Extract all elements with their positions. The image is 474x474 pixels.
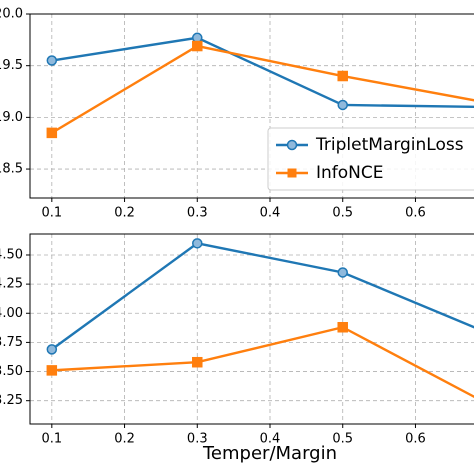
x-tick-label: 0.6 <box>405 206 426 221</box>
marker <box>192 238 203 249</box>
legend-label: TripletMarginLoss <box>315 135 464 155</box>
y-tick-label: 3.50 <box>0 364 23 379</box>
x-tick-label: 0.4 <box>260 206 281 221</box>
x-tick-label: 0.1 <box>41 432 62 447</box>
marker <box>192 40 203 52</box>
marker <box>337 267 348 278</box>
y-tick-label: 18.5 <box>0 162 23 177</box>
marker <box>46 55 58 66</box>
marker <box>46 344 58 355</box>
marker <box>337 99 348 111</box>
series-line <box>51 36 474 109</box>
series-line <box>51 325 474 399</box>
marker <box>337 70 348 82</box>
x-tick-label: 0.5 <box>332 206 353 221</box>
x-tick-label: 0.2 <box>114 206 135 221</box>
y-tick-label: 20.0 <box>0 7 23 22</box>
x-tick-label: 0.1 <box>41 206 62 221</box>
legend-label: InfoNCE <box>316 163 384 183</box>
x-tick-label: 0.4 <box>260 432 281 447</box>
legend-marker <box>287 168 297 178</box>
y-tick-label: 19.5 <box>0 58 23 73</box>
x-tick-label: 0.6 <box>405 432 426 447</box>
y-tick-label: 3.75 <box>0 335 23 350</box>
marker <box>46 127 58 139</box>
marker <box>337 322 348 333</box>
y-tick-label: 19.0 <box>0 110 23 125</box>
x-tick-label: 0.5 <box>332 432 353 447</box>
legend-box <box>267 127 474 191</box>
axes-frame <box>29 13 474 199</box>
x-tick-label: 0.3 <box>187 206 208 221</box>
marker <box>46 365 58 376</box>
legend-marker <box>286 139 298 151</box>
axes-frame <box>29 233 474 425</box>
y-tick-label: 4.25 <box>0 277 23 292</box>
x-tick-label: 0.2 <box>114 432 135 447</box>
x-tick-label: 0.3 <box>187 432 208 447</box>
plot-area <box>30 14 474 198</box>
y-tick-label: 4.00 <box>0 306 23 321</box>
plot-area <box>30 234 474 424</box>
y-tick-label: 4.50 <box>0 247 23 262</box>
series-line <box>51 242 474 351</box>
series-line <box>51 44 474 134</box>
x-axis-label: Temper/Margin <box>202 443 337 464</box>
marker <box>192 356 203 368</box>
y-tick-label: 3.25 <box>0 393 23 408</box>
